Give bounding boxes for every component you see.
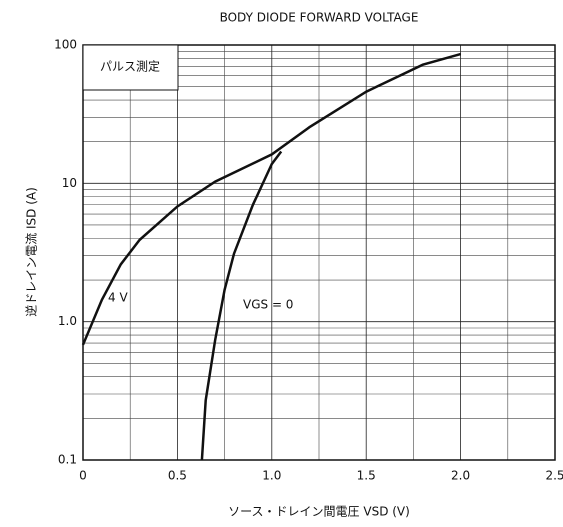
y-tick-label: 1.0 xyxy=(58,314,77,328)
y-tick-label: 0.1 xyxy=(58,453,77,467)
y-tick-label: 100 xyxy=(54,38,77,52)
series-label: VGS = 0 xyxy=(243,298,293,312)
x-tick-label: 0 xyxy=(79,469,87,483)
x-axis-label: ソース・ドレイン間電圧 VSD (V) xyxy=(228,505,410,519)
chart-title: BODY DIODE FORWARD VOLTAGE xyxy=(220,11,419,25)
line-series xyxy=(200,150,283,461)
x-tick-label: 2.0 xyxy=(451,469,470,483)
y-tick-label: 10 xyxy=(62,176,77,190)
series-label: 4 V xyxy=(108,291,128,305)
y-axis-label: 逆ドレイン電流 ISD (A) xyxy=(24,187,39,317)
x-tick-label: 1.5 xyxy=(357,469,376,483)
x-tick-label: 2.5 xyxy=(545,469,563,483)
line-series xyxy=(81,52,461,346)
x-tick-label: 1.0 xyxy=(262,469,281,483)
annotation-box xyxy=(82,44,179,91)
plot-frame xyxy=(82,44,556,461)
x-tick-label: 0.5 xyxy=(168,469,187,483)
annotation: パルス測定 xyxy=(100,59,160,74)
